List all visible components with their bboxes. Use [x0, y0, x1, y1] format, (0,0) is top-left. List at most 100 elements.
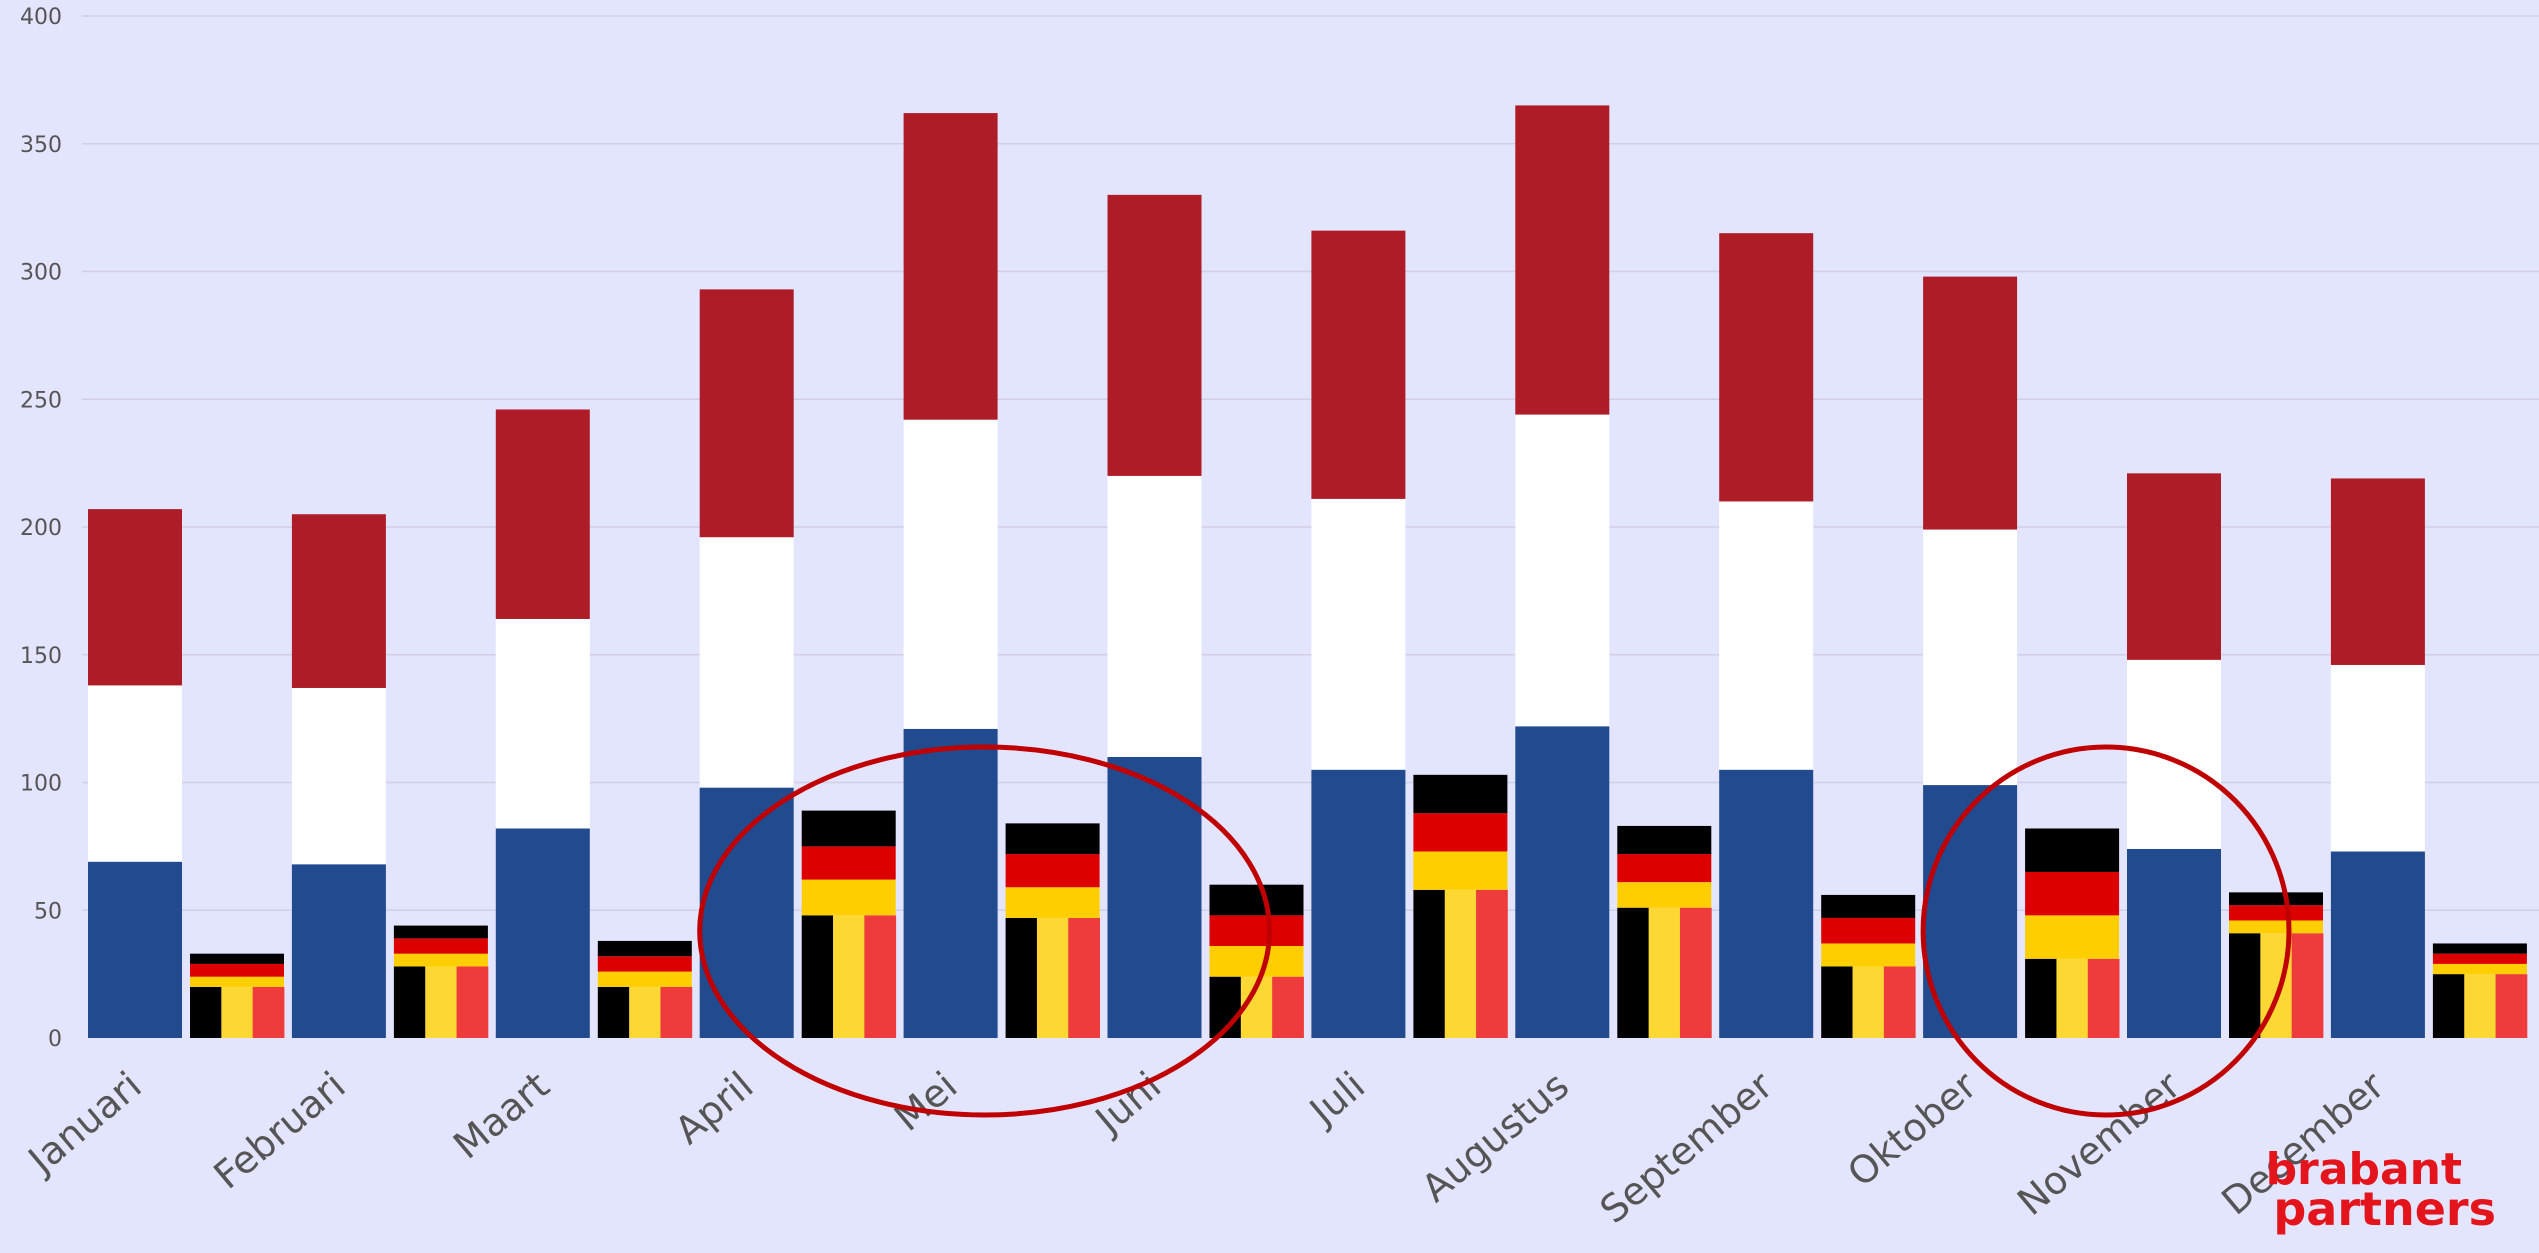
- bar-segment: [1648, 907, 1681, 1038]
- logo-line-2: partners: [2273, 1182, 2496, 1236]
- bar-segment: [393, 966, 426, 1038]
- x-tick-label: Juli: [1300, 1063, 1373, 1134]
- bar-segment: [1311, 769, 1406, 1038]
- bar-segment: [291, 864, 386, 1038]
- bar-segment: [1107, 194, 1202, 476]
- x-tick-label: September: [1592, 1063, 1781, 1232]
- bar-segment: [1107, 475, 1202, 757]
- bar-segment: [2330, 851, 2425, 1038]
- bar-segment: [1036, 917, 1069, 1038]
- bar-segment: [660, 986, 693, 1038]
- bar-segment: [425, 966, 457, 1038]
- bar-segment: [252, 986, 285, 1038]
- bar-segment: [393, 925, 488, 939]
- bar-segment: [1617, 907, 1650, 1038]
- bar-segment: [699, 289, 794, 538]
- x-tick-label: Januari: [19, 1063, 150, 1183]
- bar-segment: [1209, 884, 1304, 916]
- bar-segment: [2229, 920, 2323, 934]
- bar-segment: [2432, 953, 2527, 964]
- bar-segment: [1005, 823, 1100, 855]
- bar-segment: [597, 940, 692, 957]
- bar-segment: [2127, 659, 2221, 849]
- brand-logo: brabant partners: [2266, 1144, 2496, 1236]
- x-tick-label: Oktober: [1839, 1063, 1985, 1195]
- bar-segment: [88, 509, 182, 686]
- bar-segment: [1413, 813, 1508, 852]
- bar-segment: [2432, 974, 2465, 1038]
- bar-segment: [1821, 917, 1916, 944]
- y-tick-label: 150: [20, 644, 62, 669]
- bar-segment: [190, 986, 222, 1038]
- bar-segment: [291, 514, 386, 688]
- bar-segment: [495, 618, 590, 829]
- bar-segment: [1679, 907, 1712, 1038]
- bar-segment: [801, 915, 834, 1038]
- bar-segment: [2056, 958, 2089, 1038]
- bar-segment: [801, 810, 896, 847]
- bar-segment: [1515, 726, 1610, 1038]
- bar-segment: [1311, 498, 1406, 770]
- bar-segment: [833, 915, 865, 1038]
- bar-segment: [1719, 501, 1814, 770]
- bar-segment: [629, 986, 661, 1038]
- bar-segment: [1923, 785, 2018, 1038]
- bar-segment: [597, 956, 692, 972]
- bar-segment: [2025, 871, 2120, 916]
- y-tick-label: 200: [20, 516, 62, 541]
- bar-segment: [190, 976, 284, 987]
- highlight-layer: [697, 744, 2292, 1118]
- bar-segment: [1617, 825, 1712, 855]
- bar-segment: [2464, 974, 2496, 1038]
- highlight-ellipse: [1920, 744, 2292, 1118]
- bar-segment: [495, 409, 590, 619]
- y-axis: 0 50 100 150 200 250 300 350 400: [20, 5, 62, 1052]
- bar-segment: [2229, 905, 2323, 921]
- y-tick-label: 50: [34, 899, 62, 924]
- bar-segment: [393, 938, 488, 954]
- bar-segment: [1209, 946, 1304, 977]
- bar-segment: [2087, 958, 2120, 1038]
- bar-segment: [2432, 943, 2527, 954]
- bar-segment: [221, 986, 254, 1038]
- highlight-ellipse: [697, 744, 1272, 1118]
- bar-segment: [88, 861, 182, 1038]
- bar-segment: [699, 787, 794, 1038]
- bar-segment: [1719, 769, 1814, 1038]
- bar-segment: [597, 971, 692, 987]
- bar-segment: [2127, 848, 2221, 1038]
- bar-segment: [190, 963, 284, 977]
- bar-segment: [1515, 105, 1610, 415]
- bar-segment: [2229, 933, 2261, 1038]
- bar-segment: [2025, 828, 2120, 872]
- bar-segment: [1883, 966, 1916, 1038]
- bar-segment: [291, 687, 386, 865]
- bar-segment: [1476, 889, 1508, 1038]
- bar-segment: [1719, 233, 1814, 502]
- bar-segment: [903, 113, 998, 420]
- bar-segment: [864, 915, 897, 1038]
- bar-segment: [1005, 887, 1100, 918]
- bar-segment: [2330, 478, 2425, 665]
- x-tick-label: Maart: [445, 1063, 557, 1167]
- bar-segment: [903, 728, 998, 1038]
- bar-segment: [1005, 917, 1038, 1038]
- bar-segment: [1444, 889, 1477, 1038]
- bar-segment: [1923, 529, 2018, 786]
- bar-segment: [1107, 756, 1202, 1038]
- x-tick-label: Februari: [206, 1063, 354, 1197]
- bar-segment: [1272, 976, 1304, 1038]
- bar-segment: [495, 828, 590, 1038]
- grid-layer: [82, 15, 2539, 911]
- bar-segment: [1311, 230, 1406, 499]
- bar-segment: [699, 537, 794, 788]
- bar-segment: [801, 846, 896, 880]
- logo-line-1: brabant: [2266, 1144, 2462, 1195]
- bar-segment: [1068, 917, 1100, 1038]
- bar-segment: [1821, 894, 1916, 918]
- bar-segment: [1852, 966, 1885, 1038]
- x-tick-label: Mei: [886, 1063, 965, 1140]
- bar-segment: [1923, 276, 2018, 530]
